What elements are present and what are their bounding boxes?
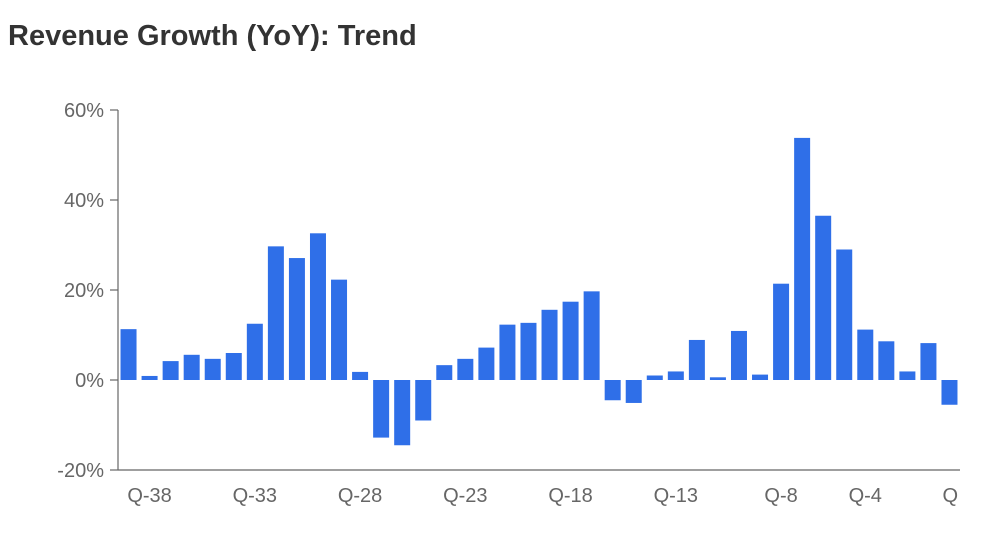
x-tick-label: Q-4	[849, 485, 882, 507]
x-tick-label: Q-33	[233, 485, 277, 507]
bar-Q-19	[541, 309, 558, 380]
bar-Q-38	[141, 375, 158, 380]
bar-Q-27	[373, 380, 390, 438]
bar-Q-34	[225, 353, 242, 380]
bar-Q-18	[562, 301, 579, 380]
x-tick-label: Q-8	[764, 485, 797, 507]
bars-group	[120, 137, 958, 446]
bar-Q-37	[162, 361, 179, 380]
x-tick-label: Q-28	[338, 485, 382, 507]
y-tick-label: 20%	[64, 280, 104, 302]
bar-Q-39	[120, 329, 137, 380]
bar-Q-17	[583, 291, 600, 380]
bar-Q-29	[331, 279, 348, 380]
bar-Q-10	[730, 330, 747, 380]
bar-Q-1	[920, 343, 937, 380]
bar-Q-5	[836, 249, 853, 380]
bar-Q-9	[752, 374, 769, 380]
x-tick-label: Q-38	[127, 485, 171, 507]
x-tick-label: Q-13	[654, 485, 698, 507]
bar-Q-15	[625, 380, 642, 403]
bar-Q-14	[646, 375, 663, 380]
bar-Q-16	[604, 380, 621, 401]
x-tick-label: Q-18	[548, 485, 592, 507]
x-tick-label: Q-23	[443, 485, 487, 507]
bar-Q-11	[709, 377, 726, 380]
y-tick-label: 60%	[64, 100, 104, 122]
bar-Q-30	[309, 233, 326, 380]
bar-Q-21	[499, 324, 516, 380]
y-tick-label: -20%	[57, 460, 104, 482]
bar-Q-25	[415, 380, 432, 421]
bar-Q-24	[436, 365, 453, 380]
bar-Q-12	[688, 339, 705, 380]
bar-Q-36	[183, 354, 200, 380]
bar-Q-3	[878, 341, 895, 380]
bar-Q-23	[457, 358, 474, 380]
bar-Q-32	[267, 246, 284, 380]
x-tick-labels: Q-38 Q-33 Q-28 Q-23 Q-18 Q-13 Q-8 Q-4 Q	[127, 485, 958, 507]
bar-Q-31	[288, 258, 305, 380]
bar-Q-13	[667, 371, 684, 380]
bar-Q-28	[352, 371, 369, 380]
y-tick-labels: 60% 40% 20% 0% -20%	[57, 100, 104, 482]
bar-Q-20	[520, 322, 537, 380]
bar-Q-8	[773, 283, 790, 380]
y-tick-label: 0%	[75, 370, 104, 392]
bar-Q-26	[394, 380, 411, 446]
bar-Q-22	[478, 347, 495, 380]
bar-Q-4	[857, 329, 874, 380]
bar-Q-7	[794, 137, 811, 380]
y-tick-label: 40%	[64, 190, 104, 212]
bar-Q-2	[899, 371, 916, 380]
bar-Q	[941, 380, 958, 405]
bar-Q-6	[815, 215, 832, 380]
bar-Q-35	[204, 358, 221, 380]
axes-group	[110, 109, 960, 471]
bar-Q-33	[246, 323, 263, 380]
chart-title: Revenue Growth (YoY): Trend	[8, 20, 417, 52]
x-tick-label: Q	[942, 485, 958, 507]
